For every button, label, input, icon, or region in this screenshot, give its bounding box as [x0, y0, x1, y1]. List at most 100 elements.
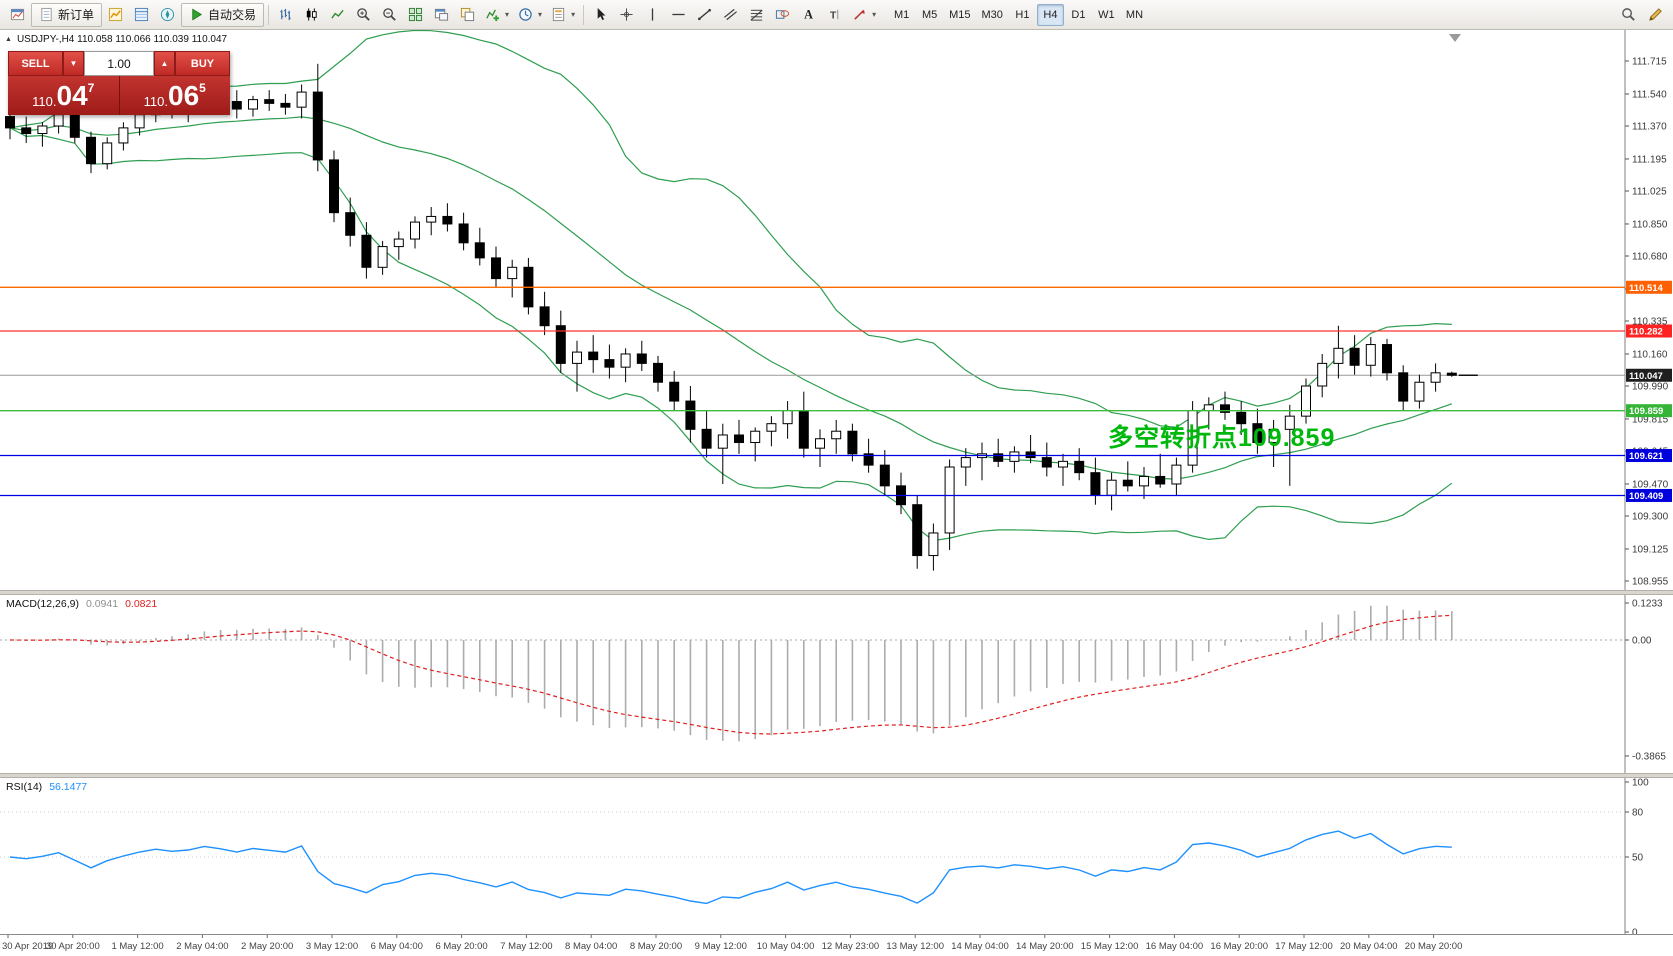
timeframe-M5[interactable]: M5	[921, 8, 938, 21]
candle	[588, 335, 599, 373]
bar-chart-button[interactable]	[273, 3, 298, 27]
candle	[1414, 374, 1425, 409]
volume-increase-button[interactable]: ▲	[154, 51, 175, 76]
new-chart-icon[interactable]	[5, 3, 30, 27]
macd-canvas[interactable]: 0.1233 0.00 -0.3865	[0, 595, 1673, 773]
market-watch-icon[interactable]	[103, 3, 128, 27]
candle	[393, 231, 404, 260]
buy-price-pip: 5	[199, 81, 206, 95]
time-label: 10 May 04:00	[757, 941, 815, 952]
candle	[523, 257, 534, 315]
candle	[410, 216, 420, 249]
timeframe-M1[interactable]: M1	[893, 8, 910, 21]
price-tag-label: 110.514	[1629, 283, 1664, 294]
price-tick-label: 111.540	[1632, 89, 1667, 100]
candle	[1301, 378, 1311, 424]
candle	[879, 450, 890, 496]
buy-button[interactable]: BUY	[175, 51, 230, 76]
rsi-canvas[interactable]: 100 80 50 0	[0, 778, 1673, 934]
tile-windows-button[interactable]	[403, 3, 428, 27]
zoom-out-button[interactable]	[377, 3, 402, 27]
new-order-button-label: 新订单	[58, 8, 95, 22]
text-icon: A	[801, 7, 816, 22]
candle	[474, 227, 485, 266]
time-label: 3 May 12:00	[306, 941, 358, 952]
price-tick-label: 111.025	[1632, 187, 1667, 198]
text-button[interactable]: A	[796, 3, 821, 27]
label-button[interactable]: T	[822, 3, 847, 27]
buy-price-display[interactable]: 110. 06 5	[119, 76, 230, 115]
volume-input[interactable]	[84, 51, 154, 76]
timeframe-D1[interactable]: D1	[1071, 8, 1086, 21]
periods-button[interactable]: ▾	[514, 3, 546, 27]
dropdown-arrow-icon[interactable]: ▾	[872, 10, 877, 19]
trendline-button[interactable]	[692, 3, 717, 27]
timeframe-H4[interactable]: H4	[1036, 3, 1064, 26]
zoom-in-button[interactable]	[351, 3, 376, 27]
data-window-icon[interactable]	[129, 3, 154, 27]
new-order-button[interactable]: 新订单	[31, 2, 103, 27]
navigator-icon	[160, 7, 175, 22]
crosshair-button[interactable]	[614, 3, 639, 27]
market-watch-icon	[108, 7, 123, 22]
sell-button[interactable]: SELL	[8, 51, 63, 76]
timeframe-H1[interactable]: H1	[1015, 8, 1030, 21]
candlestick-button[interactable]	[299, 3, 324, 27]
template-button[interactable]: ▾	[547, 3, 579, 27]
shapes-button[interactable]	[770, 3, 795, 27]
dropdown-arrow-icon[interactable]: ▾	[538, 10, 543, 19]
time-label: 14 May 20:00	[1016, 941, 1074, 952]
channel-button[interactable]	[718, 3, 743, 27]
new-chart-icon	[10, 7, 25, 22]
new-window-icon	[434, 7, 449, 22]
buy-price-big: 06	[168, 79, 200, 111]
timeframe-MN[interactable]: MN	[1125, 8, 1144, 21]
one-click-toggle-icon[interactable]: ▲	[5, 36, 12, 43]
edit-button[interactable]	[1643, 3, 1668, 27]
candle	[750, 427, 761, 462]
macd-name: MACD(12,26,9)	[6, 598, 79, 610]
candle	[231, 90, 242, 119]
line-chart-button[interactable]	[325, 3, 350, 27]
new-window-button[interactable]	[429, 3, 454, 27]
autotrading-button-label: 自动交易	[208, 8, 257, 22]
time-label: 8 May 20:00	[630, 941, 682, 952]
profiles-button[interactable]	[455, 3, 480, 27]
navigator-icon[interactable]	[155, 3, 180, 27]
dropdown-arrow-icon[interactable]: ▾	[505, 10, 510, 19]
candle	[572, 340, 582, 392]
candle	[636, 340, 647, 371]
candle	[669, 370, 680, 411]
sell-price-display[interactable]: 110. 04 7	[8, 76, 120, 115]
search-button[interactable]	[1616, 3, 1641, 27]
fibonacci-icon	[749, 7, 764, 22]
candle	[491, 246, 501, 289]
timeframe-M15[interactable]: M15	[949, 8, 971, 21]
volume-decrease-button[interactable]: ▼	[63, 51, 84, 76]
main-chart-canvas[interactable]: 111.715 111.540 111.370 111.195 111.025 110.8…	[0, 30, 1673, 590]
vertical-line-button[interactable]	[640, 3, 665, 27]
candle	[1058, 453, 1068, 486]
panel-splitter[interactable]	[0, 773, 1673, 778]
candle	[1430, 363, 1441, 392]
timeframe-W1[interactable]: W1	[1098, 8, 1115, 21]
price-tag-label: 109.621	[1629, 451, 1664, 462]
data-window-icon	[134, 7, 149, 22]
dropdown-arrow-icon[interactable]: ▾	[571, 10, 576, 19]
horizontal-line-button[interactable]	[666, 3, 691, 27]
cursor-button[interactable]	[588, 3, 613, 27]
fibonacci-button[interactable]	[744, 3, 769, 27]
time-axis[interactable]: 30 Apr 2019 30 Apr 20:00 1 May 12:00 2 May …	[0, 934, 1673, 956]
arrows-button[interactable]: ▾	[848, 3, 880, 27]
line-chart-icon	[330, 7, 345, 22]
chart-annotation-text[interactable]: 多空转折点109.859	[1108, 424, 1336, 452]
panel-splitter[interactable]	[0, 590, 1673, 595]
time-label: 6 May 20:00	[435, 941, 487, 952]
indicators-button[interactable]: ▾	[481, 3, 513, 27]
candle	[798, 391, 809, 458]
horizontal-line-icon	[671, 7, 686, 22]
timeframe-M30[interactable]: M30	[981, 8, 1003, 21]
rsi-line	[9, 830, 1452, 905]
candle	[1398, 365, 1409, 411]
autotrading-button[interactable]: 自动交易	[181, 2, 265, 27]
